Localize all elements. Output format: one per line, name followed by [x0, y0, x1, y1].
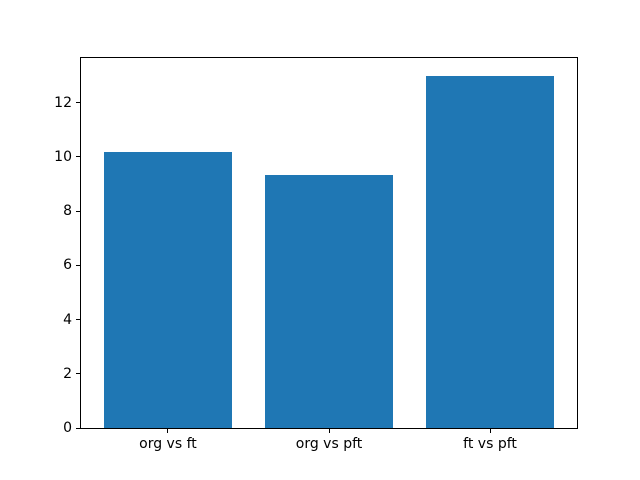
plot-area: 0 2 4 6 8 10 12 org vs ft org vs pft ft vs pft	[54, 57, 578, 451]
y-tick-mark	[76, 156, 80, 158]
y-tick-label: 10	[54, 148, 72, 165]
bar-org-vs-pft	[264, 175, 394, 428]
x-tick-label: ft vs pft	[463, 436, 517, 452]
bar-org-vs-ft	[103, 151, 233, 428]
x-tick-mark	[489, 429, 491, 433]
y-tick-mark	[76, 427, 80, 429]
y-tick-label: 4	[63, 311, 72, 328]
y-tick-mark	[76, 210, 80, 212]
y-tick-label: 0	[63, 420, 72, 436]
x-tick-label: org vs ft	[139, 436, 197, 452]
bar-ft-vs-pft	[425, 75, 555, 428]
y-tick-mark	[76, 102, 80, 104]
y-tick-label: 2	[63, 365, 72, 382]
y-tick-mark	[76, 319, 80, 321]
x-tick-mark	[328, 429, 330, 433]
y-tick-mark	[76, 373, 80, 375]
y-tick-label: 8	[63, 203, 72, 220]
y-tick-mark	[76, 264, 80, 266]
x-tick-label: org vs pft	[295, 436, 363, 452]
y-tick-label: 6	[63, 257, 72, 274]
y-tick-label: 12	[54, 94, 72, 111]
x-tick-mark	[167, 429, 169, 433]
